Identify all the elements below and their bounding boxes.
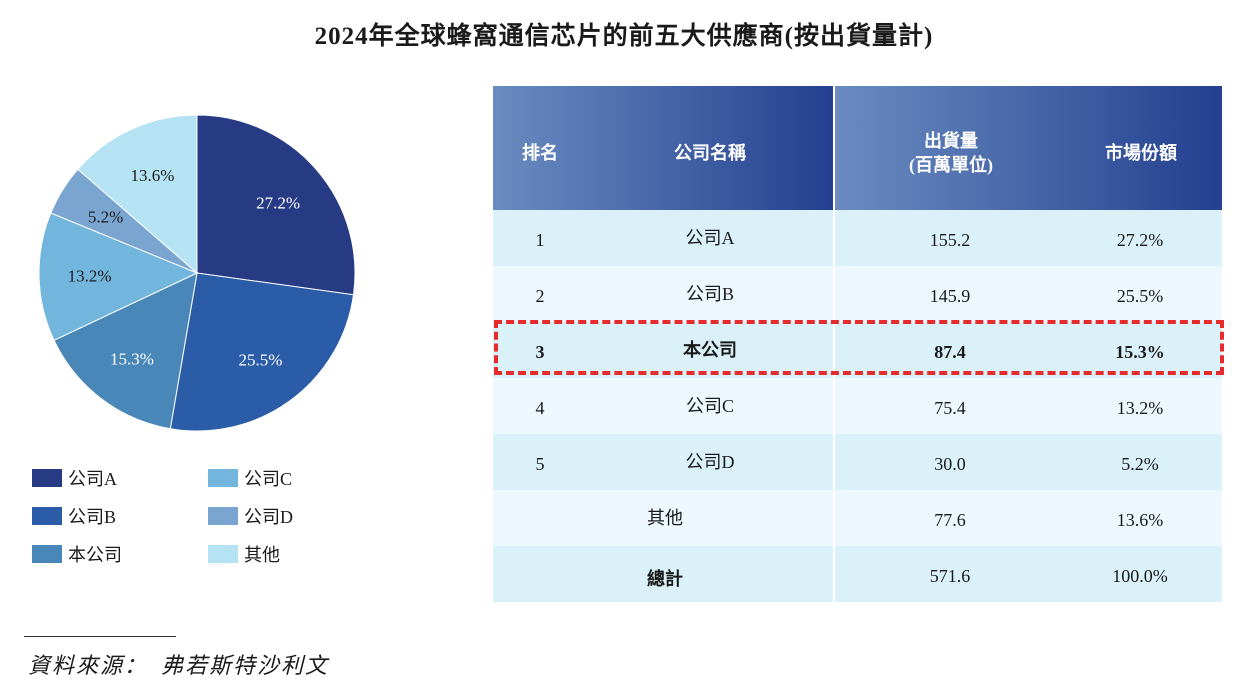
chart-title: 2024年全球蜂窩通信芯片的前五大供應商(按出貨量計) (314, 23, 934, 50)
pie-label-1: 25.5% (238, 351, 282, 370)
share-cell: 15.3% (1115, 341, 1165, 362)
table-row: 3 本公司 87.4 15.3% (493, 322, 1222, 378)
legend-item: 公司B (32, 503, 116, 529)
table-row: 其他 77.6 13.6% (493, 490, 1222, 546)
pie-label-5: 13.6% (131, 166, 175, 185)
rank-cell: 1 (535, 229, 545, 250)
share-cell: 13.6% (1116, 509, 1164, 530)
pie-chart: 27.2% 25.5% 15.3% 13.2% 5.2% 13.6% (38, 114, 356, 432)
volume-cell: 87.4 (934, 341, 966, 362)
share-cell: 13.2% (1116, 397, 1164, 418)
volume-cell: 75.4 (934, 397, 966, 418)
company-cell: 總計 (647, 568, 683, 589)
supplier-table: 排名 公司名稱 出貨量 (百萬單位) 市場份額 1 公司A 155.2 27.2… (493, 86, 1222, 602)
company-cell: 公司D (685, 451, 735, 472)
legend-label: 其他 (244, 545, 280, 565)
volume-cell: 30.0 (934, 453, 966, 474)
table-row: 2 公司B 145.9 25.5% (493, 266, 1222, 322)
legend-swatch (32, 507, 62, 525)
legend-swatch (32, 545, 62, 563)
volume-cell: 145.9 (929, 285, 971, 306)
legend-item: 本公司 (32, 541, 122, 567)
company-cell: 公司C (685, 395, 735, 416)
legend-swatch (208, 507, 238, 525)
legend-item: 公司D (208, 503, 293, 529)
legend-swatch (208, 545, 238, 563)
share-cell: 5.2% (1121, 453, 1159, 474)
pie-slice-2 (53, 272, 198, 430)
legend-label: 公司C (244, 469, 293, 489)
header-share: 市場份額 (1105, 142, 1177, 163)
pie-slice-0 (196, 114, 356, 296)
share-cell: 100.0% (1112, 565, 1168, 586)
table-row: 1 公司A 155.2 27.2% (493, 210, 1222, 266)
legend-swatch (208, 469, 238, 487)
legend-label: 本公司 (68, 545, 122, 565)
rank-cell: 5 (535, 453, 545, 474)
legend-item: 其他 (208, 541, 280, 567)
table-row: 總計 571.6 100.0% (493, 546, 1222, 602)
legend-item: 公司A (32, 465, 117, 491)
volume-cell: 77.6 (934, 509, 966, 530)
legend-label: 公司D (244, 507, 293, 527)
pie-label-0: 27.2% (256, 193, 300, 212)
rank-cell: 3 (535, 341, 545, 362)
legend-label: 公司A (68, 469, 117, 489)
table-row: 4 公司C 75.4 13.2% (493, 378, 1222, 434)
pie-label-3: 13.2% (68, 267, 112, 286)
highlight-box (494, 320, 1224, 375)
legend-label: 公司B (68, 507, 117, 527)
legend-item: 公司C (208, 465, 292, 491)
volume-cell: 155.2 (929, 229, 971, 250)
pie-label-4: 5.2% (88, 208, 123, 227)
share-cell: 25.5% (1116, 285, 1164, 306)
company-cell: 公司B (685, 283, 735, 304)
header-volume: 出貨量 (924, 130, 978, 151)
rank-cell: 4 (535, 397, 545, 418)
pie-slice-3 (38, 212, 199, 341)
rank-cell: 2 (535, 285, 545, 306)
pie-slice-1 (169, 272, 355, 432)
table-row: 5 公司D 30.0 5.2% (493, 434, 1222, 490)
share-cell: 27.2% (1116, 229, 1164, 250)
company-cell: 本公司 (683, 339, 737, 360)
header-company: 公司名稱 (674, 142, 746, 163)
table-header: 排名 公司名稱 出貨量 (百萬單位) 市場份額 (493, 86, 1222, 210)
company-cell: 其他 (647, 507, 683, 528)
company-cell: 公司A (685, 227, 735, 248)
pie-label-2: 15.3% (110, 350, 154, 369)
header-rank: 排名 (522, 142, 558, 163)
source-note: 資料來源： 弗若斯特沙利文 (28, 653, 330, 678)
header-volume-unit: (百萬單位) (909, 154, 993, 175)
legend-swatch (32, 469, 62, 487)
source-divider (24, 636, 176, 637)
pie-slice-5 (77, 114, 198, 275)
volume-cell: 571.6 (929, 565, 971, 586)
